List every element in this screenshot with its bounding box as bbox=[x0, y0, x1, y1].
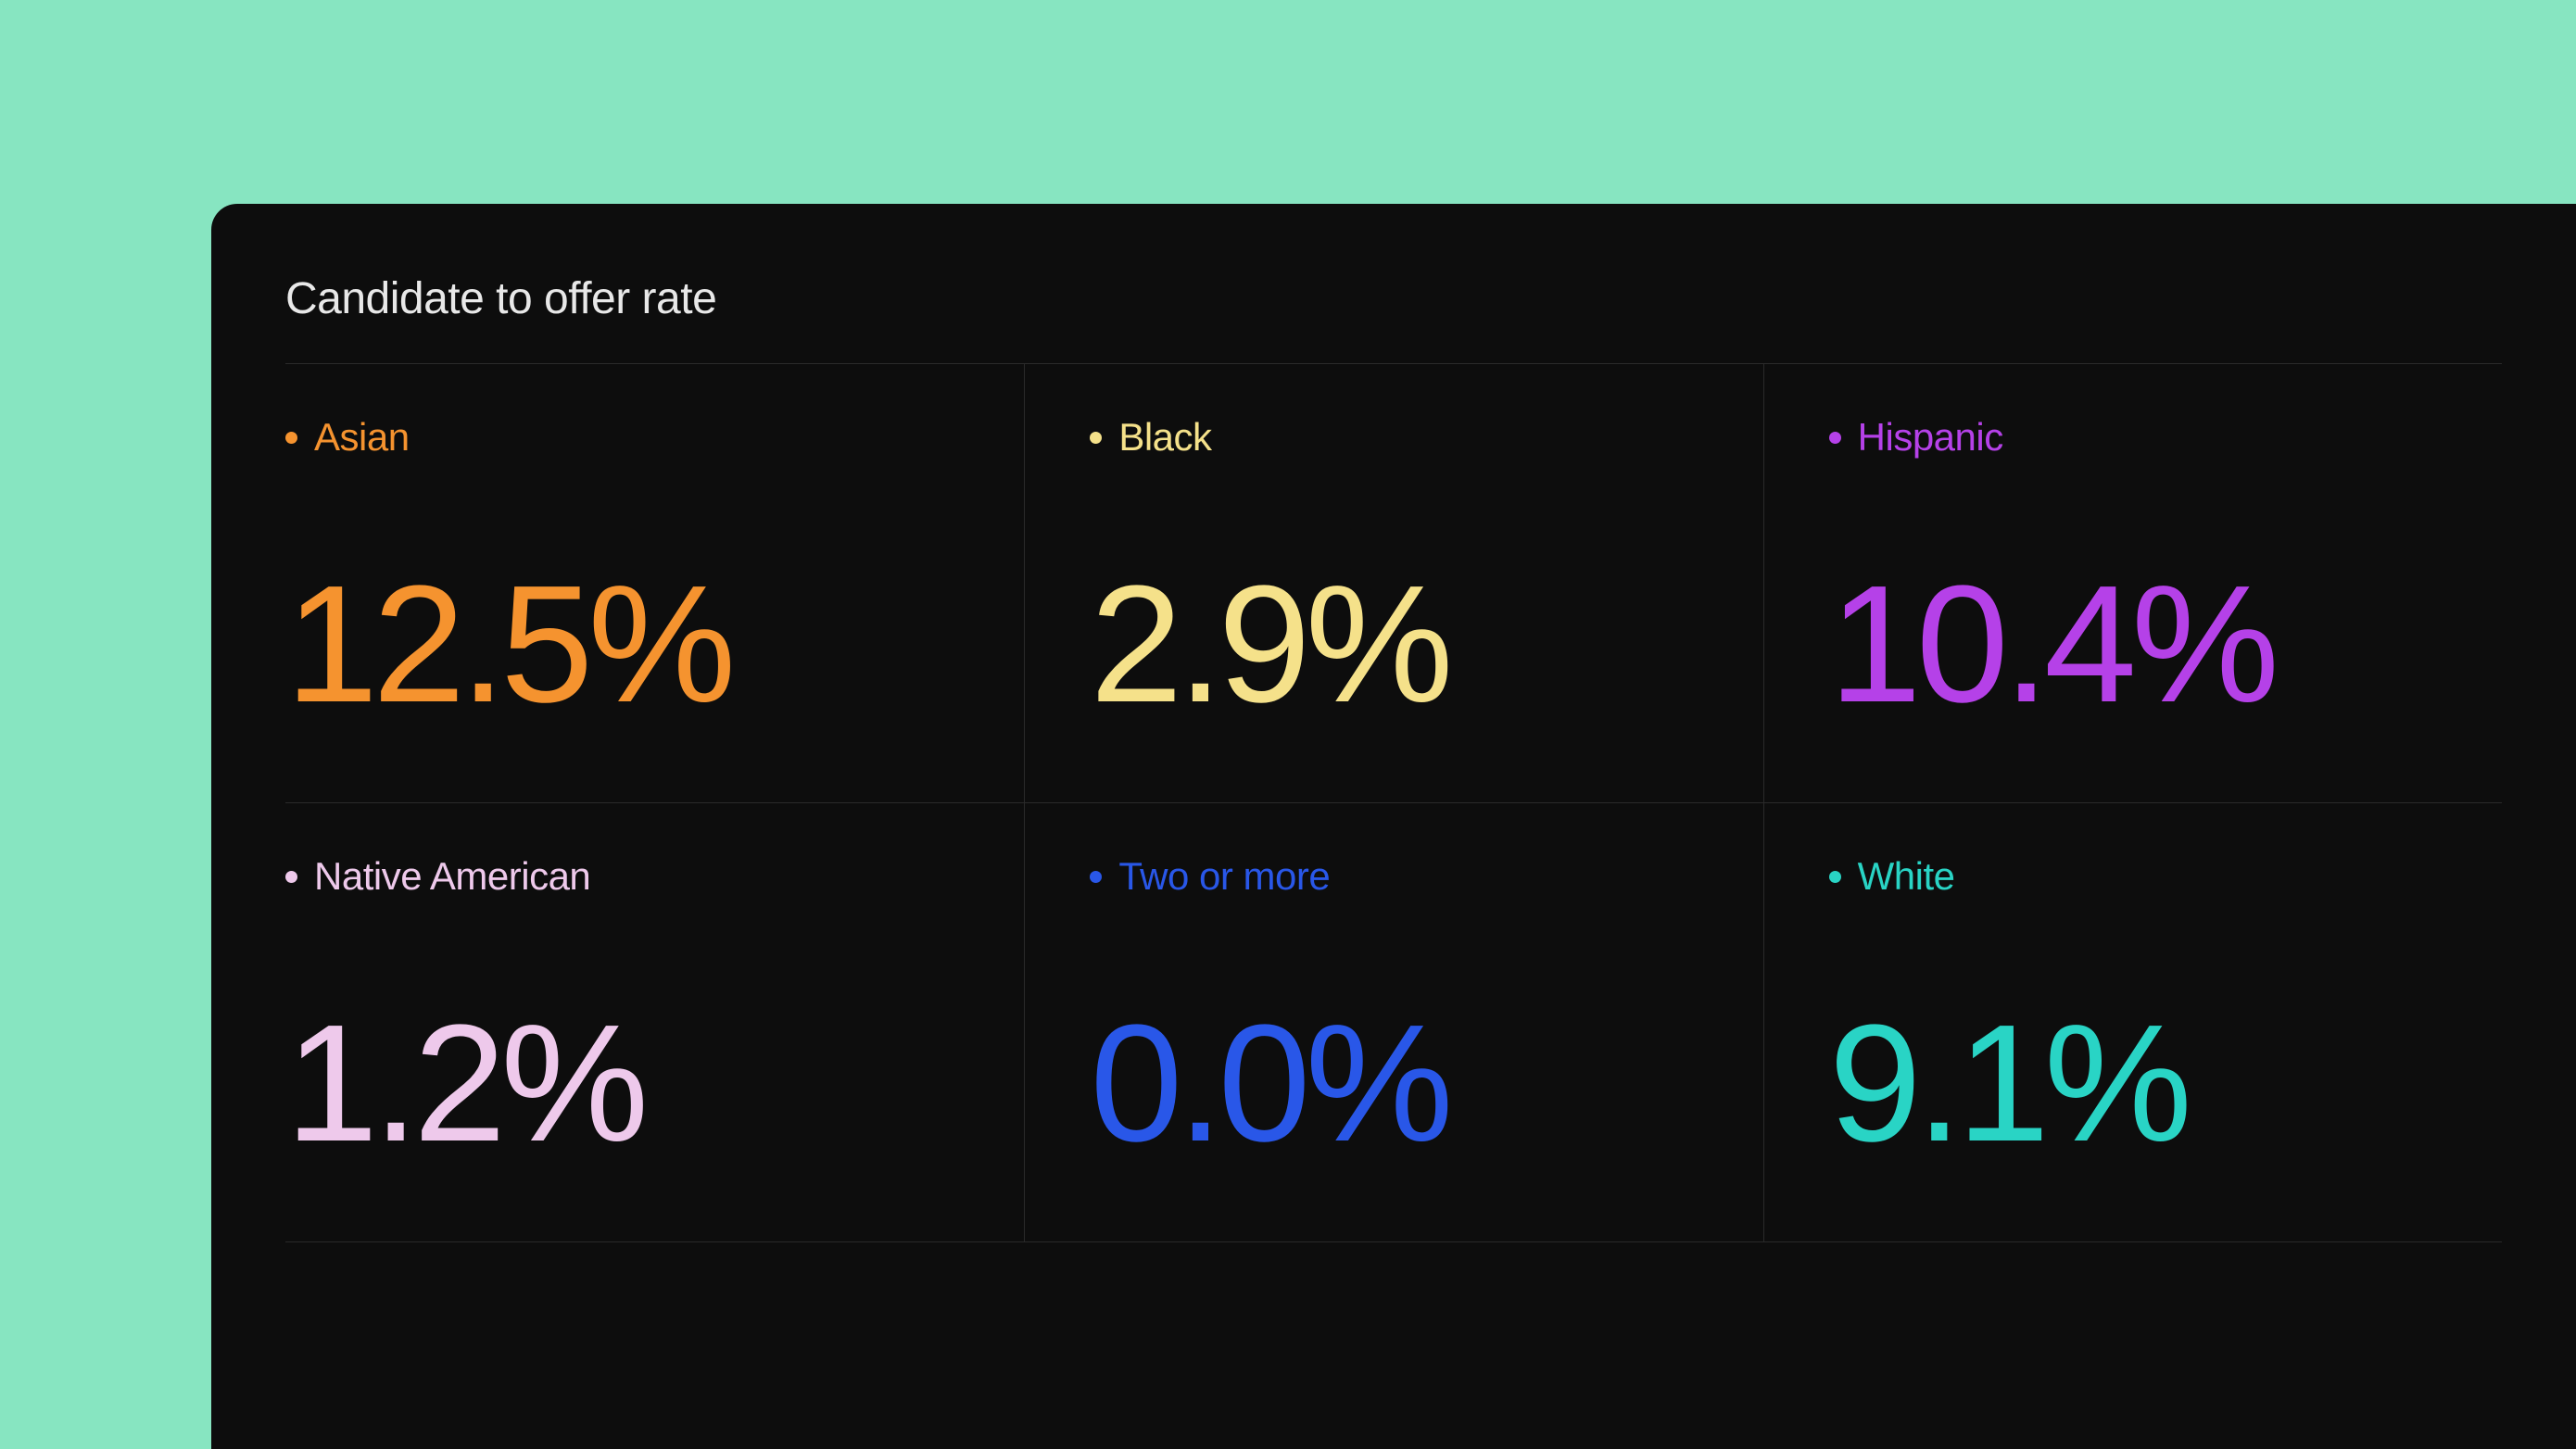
metric-value: 9.1% bbox=[1829, 1001, 2502, 1167]
metric-label: Black bbox=[1090, 415, 1762, 460]
metric-label: Two or more bbox=[1090, 854, 1762, 899]
bullet-icon bbox=[285, 871, 297, 883]
panel-title: Candidate to offer rate bbox=[285, 273, 2502, 364]
metric-label-text: Two or more bbox=[1118, 854, 1330, 899]
metrics-panel: Candidate to offer rate Asian 12.5% Blac… bbox=[211, 204, 2576, 1449]
metric-label-text: Hispanic bbox=[1858, 415, 2003, 460]
metric-label: White bbox=[1829, 854, 2502, 899]
metric-cell-native-american: Native American 1.2% bbox=[285, 803, 1024, 1242]
metric-cell-asian: Asian 12.5% bbox=[285, 364, 1024, 803]
bullet-icon bbox=[1090, 432, 1102, 444]
metric-label-text: Native American bbox=[314, 854, 590, 899]
metric-cell-white: White 9.1% bbox=[1763, 803, 2502, 1242]
metric-value: 1.2% bbox=[285, 1001, 1024, 1167]
metric-label-text: Black bbox=[1118, 415, 1211, 460]
metric-value: 0.0% bbox=[1090, 1001, 1762, 1167]
metric-label: Native American bbox=[285, 854, 1024, 899]
metric-value: 12.5% bbox=[285, 561, 1024, 728]
metric-label: Hispanic bbox=[1829, 415, 2502, 460]
metric-cell-two-or-more: Two or more 0.0% bbox=[1024, 803, 1762, 1242]
metric-label: Asian bbox=[285, 415, 1024, 460]
metric-label-text: White bbox=[1858, 854, 1955, 899]
bullet-icon bbox=[285, 432, 297, 444]
bullet-icon bbox=[1090, 871, 1102, 883]
metric-value: 2.9% bbox=[1090, 561, 1762, 728]
bullet-icon bbox=[1829, 871, 1841, 883]
metrics-grid: Asian 12.5% Black 2.9% Hispanic 10.4% Na… bbox=[285, 364, 2502, 1242]
metric-value: 10.4% bbox=[1829, 561, 2502, 728]
metric-cell-black: Black 2.9% bbox=[1024, 364, 1762, 803]
metric-label-text: Asian bbox=[314, 415, 410, 460]
metric-cell-hispanic: Hispanic 10.4% bbox=[1763, 364, 2502, 803]
bullet-icon bbox=[1829, 432, 1841, 444]
